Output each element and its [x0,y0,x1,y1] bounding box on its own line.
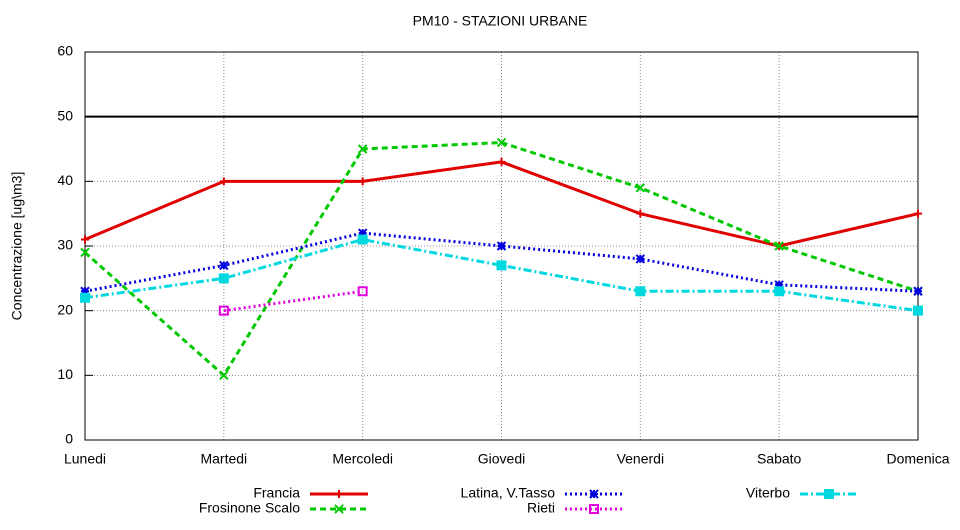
legend-label: Rieti [527,500,555,516]
marker [357,234,368,245]
y-tick-label: 20 [57,301,73,317]
marker [357,144,368,154]
legend-marker [824,489,834,499]
marker [635,183,646,193]
x-tick-label: Lunedi [64,451,106,467]
chart-title: PM10 - STAZIONI URBANE [413,13,588,29]
marker [774,280,784,290]
series-line [223,289,363,313]
marker [774,241,784,251]
x-tick-label: Sabato [757,451,802,467]
x-tick-label: Mercoledi [332,451,393,467]
y-tick-label: 10 [57,366,73,382]
series-line [84,160,919,248]
marker [218,273,229,284]
legend-label: Viterbo [746,485,790,501]
x-tick-label: Giovedi [478,451,525,467]
legend-label: Francia [253,485,300,501]
marker [219,260,229,271]
legend-marker [589,504,599,514]
legend-marker [335,490,343,498]
marker [357,286,368,297]
marker [219,370,229,381]
marker [80,292,90,303]
y-tick-label: 0 [65,431,73,447]
marker [80,286,90,296]
marker [496,260,507,271]
x-tick-label: Domenica [886,451,949,467]
legend-marker [589,489,599,499]
y-tick-label: 50 [57,107,73,123]
marker [357,228,368,238]
marker [219,177,228,186]
marker [496,241,507,251]
y-tick-label: 30 [57,237,73,253]
plot-frame [84,51,919,441]
marker [914,209,922,218]
marker [81,235,89,244]
y-tick-label: 60 [57,43,73,59]
marker [80,247,90,258]
marker [497,157,506,166]
marker [913,286,923,296]
legend-label: Latina, V.Tasso [461,485,556,501]
legend-label: Frosinone Scalo [199,500,300,516]
marker [358,177,367,186]
marker [635,254,646,264]
x-tick-label: Venerdi [617,451,664,467]
x-tick-label: Martedi [200,451,247,467]
marker [496,137,507,148]
y-tick-label: 40 [57,172,73,188]
marker [774,286,785,297]
marker [218,305,229,316]
marker [635,286,646,297]
legend-marker [334,504,344,514]
marker [913,305,923,316]
y-axis-label: Concentrazione [ug\m3] [9,172,25,321]
marker [636,209,645,218]
